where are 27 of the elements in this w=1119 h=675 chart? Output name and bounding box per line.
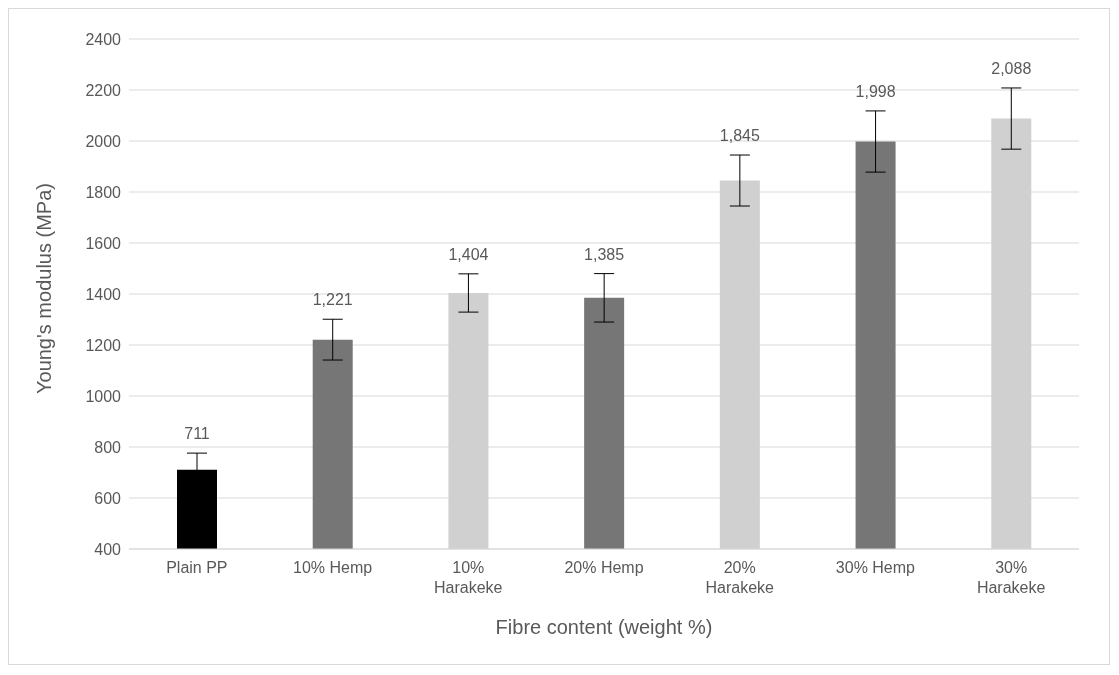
data-label: 1,221 xyxy=(312,291,353,309)
data-label: 1,998 xyxy=(855,82,896,100)
y-tick-label: 1800 xyxy=(85,183,122,201)
y-tick-label: 1000 xyxy=(85,387,122,405)
y-tick-label: 400 xyxy=(94,540,122,558)
x-tick-label: 20% Hemp xyxy=(564,559,644,576)
y-axis-title: Young's modulus (MPa) xyxy=(33,183,56,394)
y-tick-label: 600 xyxy=(94,489,122,507)
y-tick-label: 2400 xyxy=(85,30,122,48)
y-tick-label: 2000 xyxy=(85,132,122,150)
x-tick-label: Plain PP xyxy=(166,559,228,576)
x-tick-label: 10% Hemp xyxy=(292,559,373,576)
data-label: 1,404 xyxy=(448,245,489,263)
data-label: 1,845 xyxy=(719,127,760,145)
x-tick-label: 30% Harakeke xyxy=(976,559,1046,596)
y-tick-label: 1400 xyxy=(85,285,122,303)
data-label: 711 xyxy=(184,425,210,443)
data-label: 2,088 xyxy=(991,59,1032,77)
y-tick-label: 800 xyxy=(94,438,122,456)
data-label: 1,385 xyxy=(584,245,625,263)
y-tick-label: 1600 xyxy=(85,234,122,252)
y-tick-label: 1200 xyxy=(85,336,122,354)
y-tick-label: 2200 xyxy=(85,81,122,99)
x-tick-label: 20% Harakeke xyxy=(705,559,775,596)
x-axis-title: Fibre content (weight %) xyxy=(495,616,713,638)
x-tick-label: 30% Hemp xyxy=(835,559,916,576)
x-tick-label: 10% Harakeke xyxy=(434,559,503,596)
